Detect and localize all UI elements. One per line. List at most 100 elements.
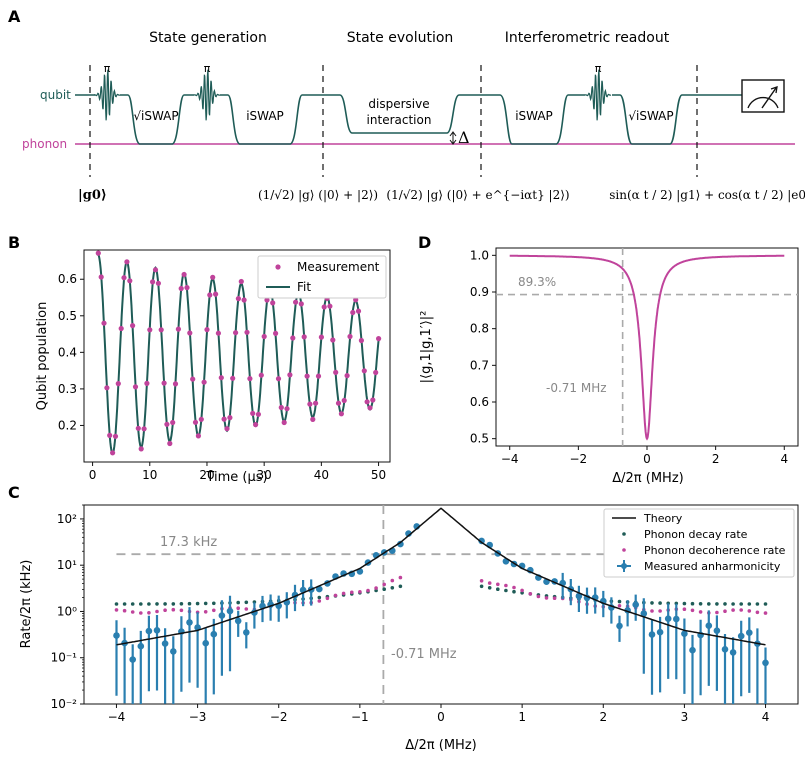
- measurement-point: [132, 384, 139, 390]
- decoherence-rate-point: [715, 610, 719, 615]
- measurement-point: [344, 373, 350, 379]
- decoherence-rate-point: [244, 607, 249, 611]
- decoherence-rate-point: [390, 578, 395, 583]
- decay-rate-point: [487, 586, 492, 590]
- panel-c-axes: −4 −3 −2 −1 0 1 2 3 4 10⁻² 10⁻¹ 10⁰ 10¹ 10²: [51, 504, 769, 724]
- decay-rate-point: [163, 602, 167, 606]
- decoherence-rate-point: [203, 610, 208, 614]
- state-evolved: (1/√2) |g⟩ (|0⟩ + e^{−iαt} |2⟩): [386, 188, 569, 202]
- gate-iswap-1: iSWAP: [246, 109, 284, 123]
- decay-rate-point: [130, 602, 135, 606]
- x-tick-label: 50: [371, 468, 386, 482]
- panel-d-axes: −4 −2 0 2 4 0.5 0.6 0.7 0.8 0.9 1.0: [470, 248, 788, 466]
- measurement-point: [107, 432, 113, 438]
- decoherence-rate-point: [487, 581, 492, 585]
- measurement-point: [164, 421, 170, 427]
- reference-label-071: -0.71 MHz: [546, 381, 607, 395]
- measurement-point: [204, 327, 210, 333]
- legend-decay-label: Phonon decay rate: [644, 528, 748, 541]
- measurement-point: [101, 320, 107, 326]
- decay-rate-point: [763, 602, 768, 606]
- measured-point: [218, 612, 226, 619]
- decoherence-rate-point: [325, 596, 330, 601]
- meter-needle-head: [770, 86, 778, 94]
- measured-point: [161, 640, 169, 647]
- measurement-point: [152, 267, 159, 273]
- measurement-point: [287, 372, 293, 378]
- decoherence-rate-point: [333, 593, 338, 598]
- measurement-point: [338, 411, 344, 417]
- decay-rate-point: [731, 602, 735, 606]
- decoherence-rate-point: [512, 585, 516, 590]
- decay-rate-point: [122, 602, 127, 606]
- panel-c-ylabel: Rate/2π (kHz): [19, 560, 34, 649]
- measurement-point: [95, 250, 101, 256]
- measurement-point: [238, 278, 244, 285]
- phonon-decoherence-points: [114, 575, 768, 615]
- decoherence-rate-point: [763, 611, 768, 615]
- measurement-point: [373, 369, 379, 376]
- measured-point: [681, 630, 688, 637]
- panel-c-legend: [603, 508, 795, 578]
- panel-d-xlabel: Δ/2π (MHz): [612, 471, 683, 486]
- measured-point: [129, 656, 136, 663]
- section-state-evolution: State evolution: [347, 30, 454, 46]
- measured-anharmonicity-points: [113, 523, 769, 704]
- measurement-point: [313, 400, 319, 406]
- decoherence-rate-point: [171, 607, 176, 612]
- measurement-point: [335, 400, 342, 406]
- qubit-trace: [75, 94, 742, 145]
- measurement-point: [213, 291, 219, 297]
- measurement-point: [224, 426, 230, 432]
- y-tick-label: 0.8: [470, 322, 489, 336]
- measured-point: [705, 622, 713, 629]
- x-tick-label: 0: [437, 710, 445, 724]
- measurement-point: [247, 376, 253, 382]
- measurement-point: [135, 425, 141, 431]
- decay-rate-point: [155, 602, 159, 606]
- decoherence-rate-point: [723, 609, 727, 613]
- measurement-point: [298, 301, 304, 307]
- decoherence-rate-point: [528, 592, 533, 596]
- x-tick-label: −1: [351, 710, 369, 724]
- decay-rate-point: [658, 601, 662, 605]
- measurement-point: [244, 329, 250, 335]
- measurement-point: [350, 309, 356, 316]
- measurement-point: [367, 405, 373, 411]
- phonon-label: phonon: [22, 137, 67, 151]
- decoherence-rate-point: [552, 596, 557, 600]
- decoherence-rate-point: [658, 609, 662, 613]
- measurement-point: [275, 376, 282, 382]
- decay-rate-point: [707, 602, 711, 606]
- legend-decoherence-label: Phonon decoherence rate: [644, 544, 786, 557]
- decoherence-rate-point: [747, 609, 752, 613]
- measurement-point: [184, 285, 190, 291]
- decoherence-rate-point: [698, 610, 703, 614]
- delta-arrowheads: [449, 131, 457, 145]
- measurement-point: [241, 297, 247, 303]
- measured-point: [721, 646, 729, 653]
- measurement-point: [210, 274, 216, 280]
- x-tick-label: 0: [89, 468, 97, 482]
- decay-rate-point: [171, 602, 176, 606]
- decoherence-rate-point: [617, 604, 622, 608]
- decay-rate-point: [512, 589, 516, 594]
- measurement-point: [364, 399, 370, 405]
- gate-dispersive-line1: dispersive: [368, 97, 429, 111]
- decoherence-rate-point: [236, 606, 240, 610]
- legend-measurement-label: Measurement: [297, 260, 380, 274]
- measured-point: [632, 601, 639, 608]
- measurement-point: [361, 368, 367, 374]
- decay-rate-point: [382, 587, 387, 591]
- measurement-point: [250, 410, 256, 416]
- y-tick-label: 0.6: [470, 395, 489, 409]
- y-tick-label: 10⁻²: [51, 697, 78, 711]
- measurement-point: [284, 406, 290, 412]
- decay-rate-point: [195, 601, 200, 606]
- measured-point: [640, 610, 648, 617]
- decoherence-rate-point: [544, 596, 549, 600]
- measurement-point: [355, 308, 362, 314]
- measurement-point: [264, 297, 270, 303]
- y-tick-label: 1.0: [470, 248, 489, 262]
